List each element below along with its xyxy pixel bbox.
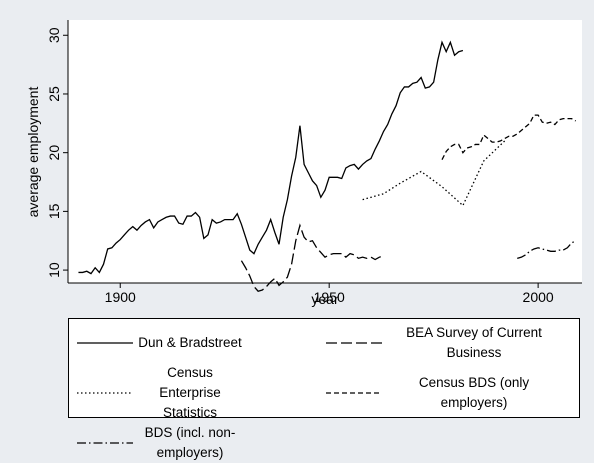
legend-item: BDS (incl. non-employers) [75,423,324,463]
y-tick-label: 25 [46,86,62,102]
y-tick-label: 10 [46,262,62,278]
series-line [517,240,577,259]
legend-item: Census BDS (only employers) [324,363,573,423]
y-tick-label: 15 [46,203,62,219]
x-tick-label: 1900 [105,289,136,305]
x-axis-title: year [311,291,339,307]
x-tick-label: 2000 [523,289,554,305]
y-tick-label: 30 [46,27,62,43]
legend-swatch [326,342,382,344]
legend-label: BDS (incl. non-employers) [144,425,236,460]
legend-swatch [77,442,133,444]
legend-swatch [326,392,382,394]
chart: year average employment 10 15 20 25 30 1900 19… [25,20,582,307]
series-line [441,114,577,161]
series-line [240,223,384,292]
legend-swatch [77,342,133,344]
series-line [78,40,464,275]
legend-label: Census Enterprise Statistics [159,365,221,420]
legend-swatch [77,392,133,394]
legend: Dun & Bradstreet BEA Survey of Current Bu… [68,318,580,460]
y-tick-label: 20 [46,145,62,161]
plot-area [68,20,582,283]
x-tick-label: 1950 [314,289,345,305]
legend-item: Dun & Bradstreet [75,323,324,363]
legend-label: Dun & Bradstreet [138,335,242,350]
legend-label: Census BDS (only employers) [418,375,530,410]
legend-item: BEA Survey of Current Business [324,323,573,363]
page: year average employment 10 15 20 25 30 1900 19… [25,20,582,460]
legend-label: BEA Survey of Current Business [406,325,542,360]
legend-item: Census Enterprise Statistics [75,363,324,423]
y-axis-title: average employment [25,87,41,218]
series-line [362,140,506,207]
